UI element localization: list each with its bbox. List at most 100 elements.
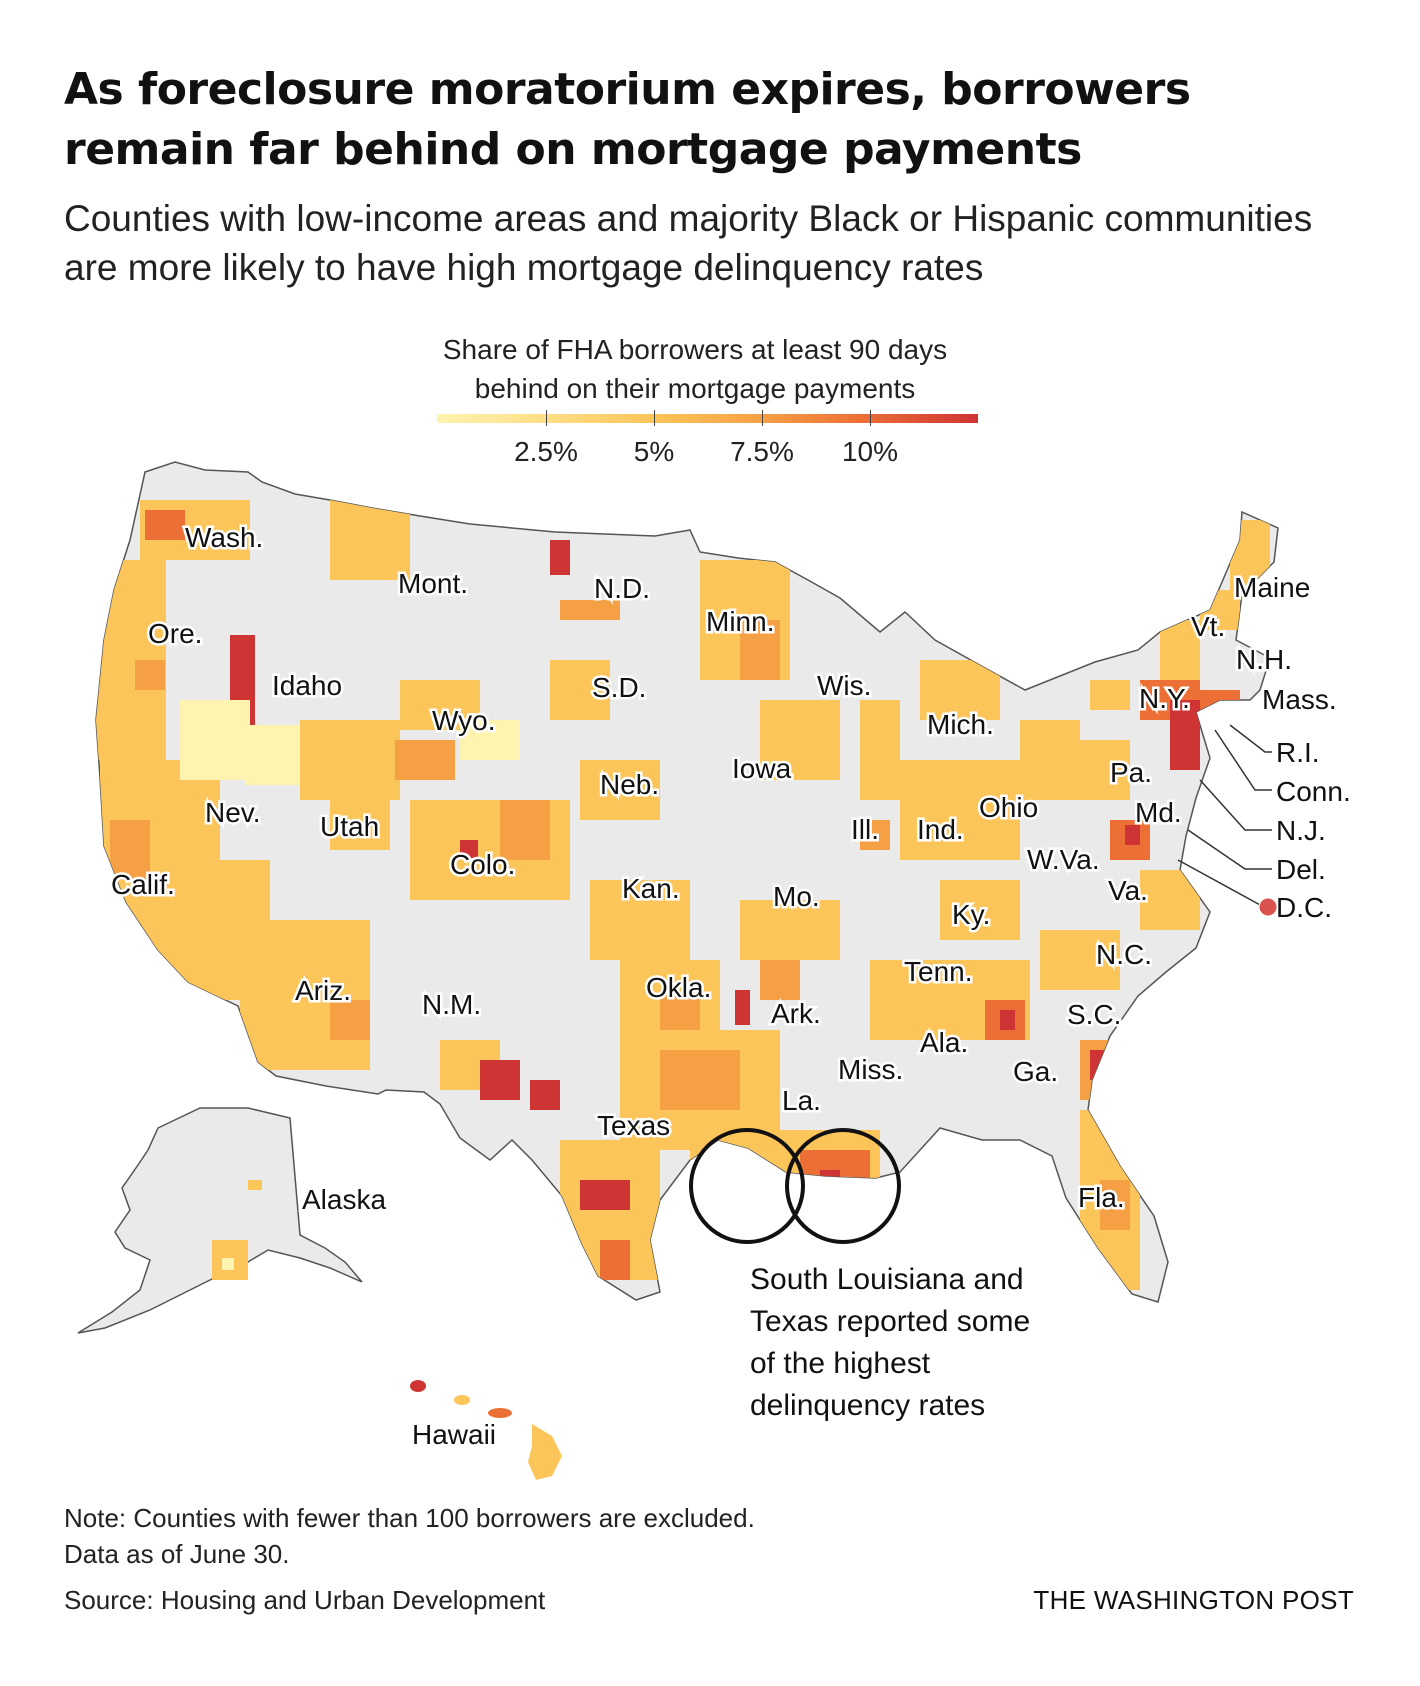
hawaii-big-island <box>528 1424 562 1480</box>
state-label-oh: Ohio <box>979 792 1038 823</box>
footnote: Note: Counties with fewer than 100 borro… <box>64 1500 755 1572</box>
legend-label-5: 5% <box>633 436 675 467</box>
county-patch <box>330 500 410 580</box>
county-patch <box>705 1150 745 1200</box>
county-patch <box>1040 930 1120 990</box>
state-label-mi: Mich. <box>927 709 994 740</box>
hawaii-kauai <box>410 1380 426 1392</box>
state-label-tx: Texas <box>597 1110 670 1141</box>
legend-label-10: 10% <box>841 436 899 467</box>
county-patch <box>735 990 750 1025</box>
state-label-ca: Calif. <box>111 869 175 900</box>
state-label-nm: N.M. <box>422 989 481 1020</box>
chart-subtitle: Counties with low-income areas and major… <box>64 198 1313 288</box>
state-label-ct: Conn. <box>1276 776 1351 807</box>
legend-tick-5 <box>654 410 655 426</box>
county-patch <box>145 510 185 540</box>
county-patch <box>1080 1040 1120 1100</box>
county-patch <box>500 800 550 860</box>
legend-color-scale <box>437 414 978 423</box>
footnote-line-2: Data as of June 30. <box>64 1539 290 1569</box>
legend-label-7-5: 7.5% <box>730 436 794 467</box>
county-patch <box>1125 825 1140 845</box>
state-label-la: La. <box>782 1085 821 1116</box>
annotation-line-2: Texas reported some <box>750 1305 1030 1338</box>
annotation-circle-texas <box>689 1128 805 1244</box>
chart-title: As foreclosure moratorium expires, borro… <box>64 64 1191 175</box>
county-patch <box>860 700 900 800</box>
state-label-mt: Mont. <box>398 568 468 599</box>
county-patch <box>460 720 520 760</box>
state-label-ms: Miss. <box>838 1054 903 1085</box>
county-patch <box>715 1160 737 1185</box>
county-patch <box>460 840 478 858</box>
county-patch <box>740 900 840 960</box>
leader-line-ri <box>1229 724 1272 753</box>
state-label-ar: Ark. <box>771 998 821 1029</box>
county-patch <box>1140 870 1200 930</box>
legend-tick-10 <box>870 410 871 426</box>
state-label-or: Ore. <box>148 618 202 649</box>
county-patch <box>550 660 610 720</box>
county-patch <box>330 790 390 850</box>
state-label-md: Md. <box>1135 797 1182 828</box>
legend-title: Share of FHA borrowers at least 90 days … <box>442 334 948 404</box>
state-label-sc: S.C. <box>1067 999 1121 1030</box>
alaska-county-patch <box>248 1180 262 1190</box>
alaska-land <box>77 1107 363 1334</box>
footnote-line-1: Note: Counties with fewer than 100 borro… <box>64 1503 755 1533</box>
county-patch <box>660 990 700 1030</box>
county-patch <box>300 720 400 800</box>
state-label-de: Del. <box>1276 854 1326 885</box>
county-patch <box>820 1170 840 1190</box>
state-label-ks: Kan. <box>622 873 680 904</box>
legend-label-2-5: 2.5% <box>514 436 578 467</box>
state-labels: Wash. Ore. Calif. Nev. Idaho Mont. Wyo. … <box>109 520 1354 1453</box>
county-patch <box>740 620 780 680</box>
state-label-wv: W.Va. <box>1027 844 1100 875</box>
county-patch <box>330 1000 370 1040</box>
source-credit: Source: Housing and Urban Development <box>64 1585 546 1615</box>
state-label-ny: N.Y. <box>1139 683 1190 714</box>
county-patch <box>180 700 250 780</box>
county-patch <box>560 600 620 620</box>
state-label-ky: Ky. <box>952 899 990 930</box>
county-patch <box>760 700 840 780</box>
state-label-nd: N.D. <box>594 573 650 604</box>
county-patch <box>480 1060 520 1100</box>
county-patch <box>1090 680 1130 710</box>
state-label-sd: S.D. <box>592 672 646 703</box>
county-patch <box>1000 1010 1015 1030</box>
county-patch <box>550 540 570 575</box>
leader-line-ct <box>1214 729 1272 791</box>
county-patch <box>900 760 1020 860</box>
county-patch <box>1200 690 1240 720</box>
state-label-ak: Alaska <box>302 1184 386 1215</box>
state-label-nj: N.J. <box>1276 815 1326 846</box>
leader-lines <box>1177 724 1272 907</box>
leader-line-dc <box>1177 859 1263 907</box>
county-patch <box>530 1080 560 1110</box>
state-label-mn: Minn. <box>706 606 774 637</box>
county-patch <box>135 660 165 690</box>
state-label-az: Ariz. <box>295 975 351 1006</box>
publisher-credit: THE WASHINGTON POST <box>1033 1585 1354 1615</box>
state-label-il: Ill. <box>851 814 879 845</box>
legend-tick-2-5 <box>546 410 547 426</box>
state-label-in: Ind. <box>917 814 964 845</box>
state-label-id: Idaho <box>272 670 342 701</box>
state-label-ut: Utah <box>320 811 379 842</box>
county-patch <box>760 960 800 1000</box>
hawaii-maui <box>488 1408 512 1418</box>
us-delinquency-map: Wash. Ore. Calif. Nev. Idaho Mont. Wyo. … <box>77 461 1354 1480</box>
state-label-ok: Okla. <box>646 972 711 1003</box>
county-patch <box>580 1180 630 1210</box>
county-patch <box>1170 700 1200 770</box>
state-label-ga: Ga. <box>1013 1056 1058 1087</box>
county-patch <box>1100 1180 1130 1230</box>
state-label-ri: R.I. <box>1276 737 1320 768</box>
county-patch <box>940 880 1020 940</box>
annotation-text: South Louisiana and Texas reported some … <box>750 1263 1030 1422</box>
county-patch <box>395 740 455 780</box>
state-label-ma: Mass. <box>1262 684 1337 715</box>
